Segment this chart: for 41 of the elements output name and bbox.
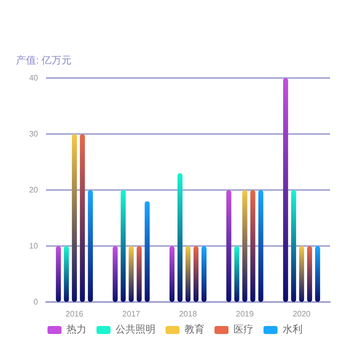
legend-label: 热力 <box>66 324 86 336</box>
y-tick-label: 0 <box>34 298 39 306</box>
bar <box>202 246 206 302</box>
bar <box>226 190 232 302</box>
legend-label: 教育 <box>184 324 204 336</box>
bar <box>178 173 182 302</box>
bar <box>64 246 69 302</box>
bar <box>299 246 304 302</box>
x-tick-label: 2018 <box>179 310 198 318</box>
bar <box>186 246 190 302</box>
x-tick-label: 2019 <box>236 310 254 318</box>
bar <box>170 246 174 302</box>
y-axis-title: 产值: 亿万元 <box>16 54 72 66</box>
bar <box>112 246 118 302</box>
bar <box>307 246 312 302</box>
bar <box>258 190 264 302</box>
bar <box>56 246 61 302</box>
bar <box>250 190 256 302</box>
y-tick-label: 40 <box>29 74 39 82</box>
legend-label: 医疗 <box>234 324 254 336</box>
bar <box>315 246 320 302</box>
bar <box>194 246 198 302</box>
bar <box>128 246 134 302</box>
y-tick-label: 20 <box>29 186 39 194</box>
bar <box>144 201 150 302</box>
bar <box>283 78 288 302</box>
bar <box>291 190 296 302</box>
bar <box>234 246 240 302</box>
legend-label: 水利 <box>282 324 302 336</box>
bar <box>72 134 77 302</box>
bar <box>120 190 126 302</box>
x-tick-label: 2017 <box>122 310 141 318</box>
bar <box>88 190 93 302</box>
y-tick-label: 30 <box>29 130 39 138</box>
legend-label: 公共照明 <box>116 324 156 336</box>
y-tick-label: 10 <box>29 242 39 250</box>
bar <box>136 246 142 302</box>
bar <box>242 190 248 302</box>
bar <box>80 134 85 302</box>
x-tick-label: 2020 <box>292 310 312 318</box>
x-tick-label: 2016 <box>66 310 84 318</box>
